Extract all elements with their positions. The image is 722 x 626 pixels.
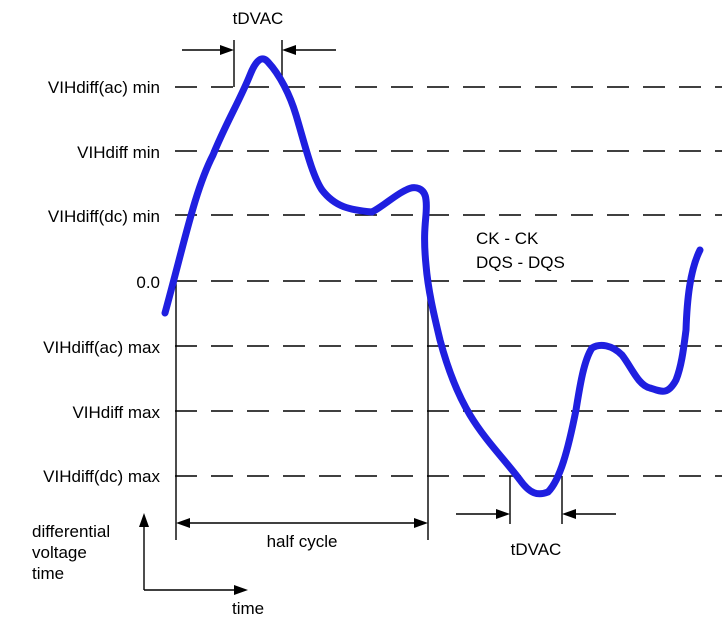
tdvac-top-left-arrowhead xyxy=(220,45,234,55)
level-label-vihdiff-dc-min: VIHdiff(dc) min xyxy=(48,207,160,226)
level-label-vihdiff-ac-min: VIHdiff(ac) min xyxy=(48,78,160,97)
y-axis-label-differential: differential xyxy=(32,522,110,541)
level-label-vihdiff-min: VIHdiff min xyxy=(77,143,160,162)
tdvac-top-right-arrowhead xyxy=(282,45,296,55)
level-label-vihdiff-max: VIHdiff max xyxy=(72,403,160,422)
tdvac-bottom-left-arrowhead xyxy=(496,509,510,519)
tdvac-bottom-right-arrowhead xyxy=(562,509,576,519)
differential-waveform xyxy=(161,55,704,498)
half-cycle-label: half cycle xyxy=(267,532,338,551)
signal-label-ck: CK - CK xyxy=(476,229,539,248)
level-label-vihdiff-dc-max: VIHdiff(dc) max xyxy=(43,467,160,486)
y-axis-label-time: time xyxy=(32,564,64,583)
tdvac-top-label: tDVAC xyxy=(233,9,284,28)
x-axis-label: time xyxy=(232,599,264,618)
y-axis-arrowhead xyxy=(139,513,149,527)
y-axis-label-voltage: voltage xyxy=(32,543,87,562)
signal-label-dqs: DQS - DQS xyxy=(476,253,565,272)
half-cycle-right-arrowhead xyxy=(414,518,428,528)
level-label-vihdiff-ac-max: VIHdiff(ac) max xyxy=(43,338,160,357)
half-cycle-left-arrowhead xyxy=(176,518,190,528)
tdvac-bottom-label: tDVAC xyxy=(511,540,562,559)
x-axis-arrowhead xyxy=(234,585,248,595)
level-label-zero: 0.0 xyxy=(136,273,160,292)
